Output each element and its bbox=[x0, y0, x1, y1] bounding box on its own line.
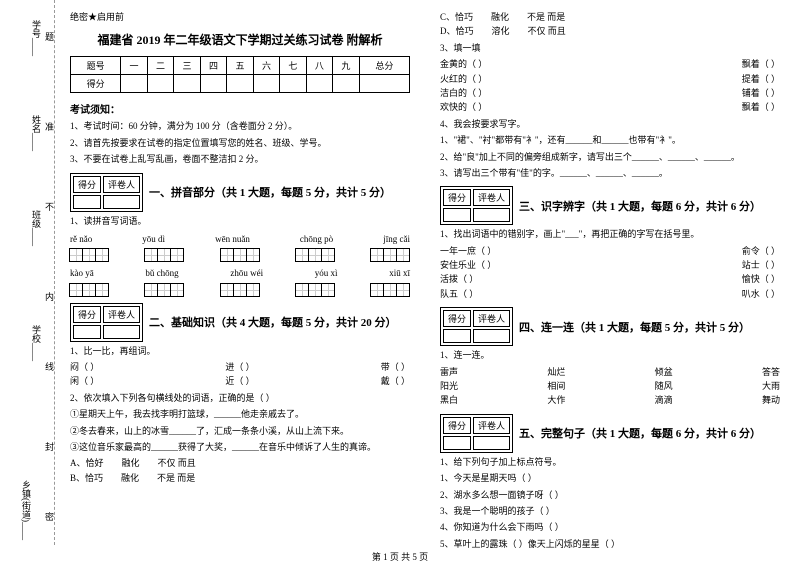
pinyin-row-2: kào yābǔ chōngzhōu wéiyóu xìxiū xī bbox=[70, 266, 410, 280]
margin-school: 学校____ bbox=[30, 325, 43, 361]
seal-char: 密 bbox=[45, 510, 54, 523]
marker-box: 得分评卷人 bbox=[70, 303, 143, 342]
section-3-title: 三、识字辨字（共 1 大题，每题 6 分，共计 6 分） bbox=[519, 198, 761, 214]
exam-instructions: 1、考试时间：60 分钟，满分为 100 分（含卷面分 2 分）。 2、请首先按… bbox=[70, 120, 410, 167]
q2-1-lead: 1、比一比，再组词。 bbox=[70, 344, 410, 358]
seal-char: 封 bbox=[45, 440, 54, 453]
tianzige-row bbox=[70, 283, 410, 297]
q2-2-lead: 2、依次填入下列各句横线处的词语，正确的是（ ） bbox=[70, 391, 410, 405]
seal-char: 题 bbox=[45, 30, 54, 43]
seal-char: 内 bbox=[45, 290, 54, 303]
secret-label: 绝密★启用前 bbox=[70, 10, 410, 23]
tianzige-row bbox=[70, 248, 410, 262]
margin-name: 姓名____ bbox=[30, 115, 43, 151]
margin-town: 乡镇(街道)____ bbox=[20, 480, 33, 540]
right-column: C、恰巧融化不是 而是 D、恰巧溶化不仅 而且 3、填一填 金黄的（ ）飘着（ … bbox=[425, 0, 795, 545]
seal-char: 线 bbox=[45, 360, 54, 373]
q5-lead: 1、给下列句子加上标点符号。 bbox=[440, 455, 780, 469]
section-4-title: 四、连一连（共 1 大题，每题 5 分，共计 5 分） bbox=[519, 319, 750, 335]
marker-box: 得分评卷人 bbox=[70, 173, 143, 212]
q4-lead: 1、连一连。 bbox=[440, 348, 780, 362]
marker-box: 得分评卷人 bbox=[440, 307, 513, 346]
margin-student-id: 学号____ bbox=[30, 20, 43, 56]
score-table: 题号 一 二 三 四 五 六 七 八 九 总分 得分 bbox=[70, 56, 410, 93]
binding-margin: 学号____ 姓名____ 班级____ 学校____ 乡镇(街道)____ 题… bbox=[0, 0, 55, 545]
score-row-label: 得分 bbox=[71, 75, 121, 93]
section-1-title: 一、拼音部分（共 1 大题，每题 5 分，共计 5 分） bbox=[149, 184, 391, 200]
q1-lead: 1、读拼音写词语。 bbox=[70, 214, 410, 228]
page-footer: 第 1 页 共 5 页 bbox=[0, 550, 800, 563]
section-2-title: 二、基础知识（共 4 大题，每题 5 分，共计 20 分） bbox=[149, 314, 397, 330]
pinyin-row-1: rě nǎoyōu dìwēn nuǎnchōng pòjīng cǎi bbox=[70, 232, 410, 246]
marker-box: 得分评卷人 bbox=[440, 186, 513, 225]
q3-lead: 1、找出词语中的错别字，画上"___"，再把正确的字写在括号里。 bbox=[440, 227, 780, 241]
section-5-title: 五、完整句子（共 1 大题，每题 6 分，共计 6 分） bbox=[519, 425, 761, 441]
q2-4-lead: 4、我会按要求写字。 bbox=[440, 117, 780, 131]
margin-class: 班级____ bbox=[30, 210, 43, 246]
seal-char: 准 bbox=[45, 120, 54, 133]
q2-3-lead: 3、填一填 bbox=[440, 41, 780, 55]
score-head: 题号 bbox=[71, 57, 121, 75]
marker-box: 得分评卷人 bbox=[440, 414, 513, 453]
exam-title: 福建省 2019 年二年级语文下学期过关练习试卷 附解析 bbox=[70, 31, 410, 48]
notice-title: 考试须知： bbox=[70, 101, 410, 116]
left-column: 绝密★启用前 福建省 2019 年二年级语文下学期过关练习试卷 附解析 题号 一… bbox=[55, 0, 425, 545]
seal-char: 不 bbox=[45, 200, 54, 213]
